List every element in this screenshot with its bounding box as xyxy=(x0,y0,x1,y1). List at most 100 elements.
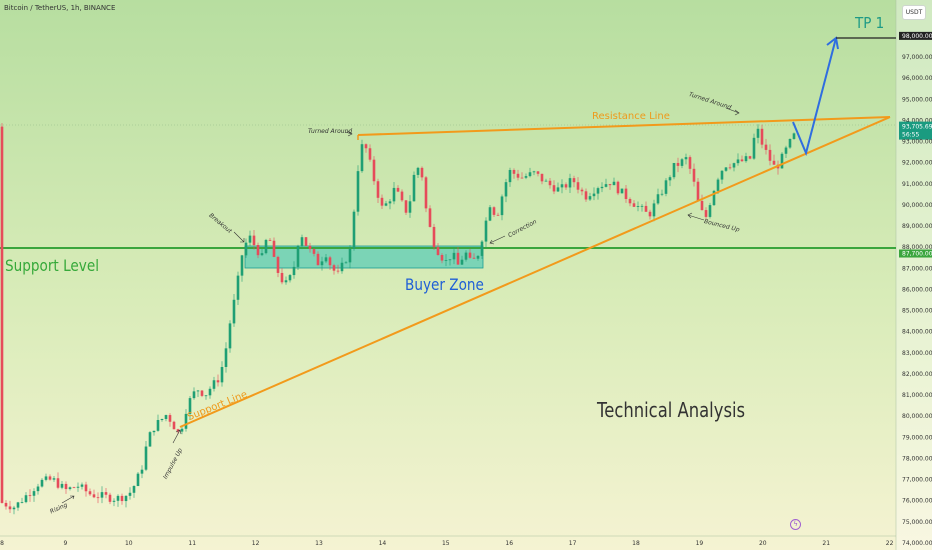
candle xyxy=(220,366,224,383)
candle xyxy=(620,188,624,194)
candle xyxy=(568,178,572,188)
candle xyxy=(560,184,564,188)
lightning-icon[interactable]: ϟ xyxy=(790,519,801,530)
arrow-turned-around-2 xyxy=(725,107,740,116)
candle xyxy=(200,390,204,396)
price-label: 87,700.00 xyxy=(902,251,932,258)
candle xyxy=(500,196,504,216)
candle xyxy=(540,173,544,182)
candle xyxy=(124,495,128,502)
candle xyxy=(720,170,724,180)
price-label: 81,000.00 xyxy=(902,392,932,399)
candle xyxy=(188,398,192,414)
price-label: 89,000.00 xyxy=(902,223,932,230)
candle xyxy=(764,144,768,150)
candle xyxy=(64,483,68,490)
candle xyxy=(632,203,636,207)
candle xyxy=(12,507,16,510)
candle xyxy=(772,160,776,165)
candle xyxy=(288,275,292,281)
candle xyxy=(112,500,116,502)
candle xyxy=(680,159,684,166)
candle xyxy=(612,181,616,186)
candles-group xyxy=(0,123,796,515)
candle xyxy=(76,486,80,488)
candle xyxy=(268,239,272,241)
candle xyxy=(28,495,32,497)
time-label: 16 xyxy=(505,540,513,547)
time-label: 8 xyxy=(0,540,4,547)
candle xyxy=(68,487,72,490)
candle xyxy=(756,128,760,138)
time-label: 12 xyxy=(252,540,260,547)
candle xyxy=(476,255,480,259)
candle xyxy=(344,262,348,264)
candle xyxy=(352,211,356,249)
candle xyxy=(736,159,740,164)
candle xyxy=(404,200,408,213)
candle xyxy=(648,211,652,217)
candle xyxy=(508,169,512,183)
candle xyxy=(308,245,312,250)
price-tag-target xyxy=(899,31,932,40)
candle xyxy=(696,181,700,201)
candle xyxy=(548,180,552,186)
currency-button[interactable]: USDT xyxy=(902,5,926,20)
candle xyxy=(752,137,756,159)
technical-analysis-label: Technical Analysis xyxy=(597,398,746,422)
candle xyxy=(324,257,328,262)
candle xyxy=(204,395,208,397)
candle xyxy=(276,256,280,273)
candle xyxy=(184,413,188,429)
candle xyxy=(492,207,496,215)
candle xyxy=(128,492,132,496)
candle xyxy=(212,380,216,389)
candle xyxy=(428,208,432,227)
price-label: 80,000.00 xyxy=(902,413,932,420)
candle xyxy=(0,126,4,503)
candle xyxy=(600,186,604,189)
candle xyxy=(480,241,484,256)
candle xyxy=(400,191,404,201)
candle xyxy=(724,167,728,171)
candle xyxy=(380,197,384,206)
candle xyxy=(176,429,180,432)
candle xyxy=(468,252,472,258)
candle xyxy=(136,473,140,487)
candle xyxy=(144,446,148,470)
time-axis: 8 9 10 11 12 13 14 15 16 17 18 19 20 21 22 xyxy=(0,540,894,547)
time-label: 17 xyxy=(569,540,577,547)
candle xyxy=(216,380,220,383)
price-label: 92,000.00 xyxy=(902,160,932,167)
candle xyxy=(292,266,296,276)
candle xyxy=(92,494,96,498)
price-label: 88,000.00 xyxy=(902,244,932,251)
candle xyxy=(208,388,212,396)
price-label: 87,000.00 xyxy=(902,265,932,272)
candle xyxy=(760,128,764,145)
candle xyxy=(48,476,52,480)
candle xyxy=(788,138,792,148)
time-label: 13 xyxy=(315,540,323,547)
time-label: 18 xyxy=(632,540,640,547)
arrow-correction xyxy=(489,235,506,245)
candle xyxy=(312,249,316,254)
candle xyxy=(264,239,268,254)
candle xyxy=(100,492,104,498)
candle xyxy=(332,265,336,271)
price-label: 96,000.00 xyxy=(902,75,932,82)
candle xyxy=(4,502,8,507)
time-label: 21 xyxy=(822,540,830,547)
candle xyxy=(172,421,176,430)
candle xyxy=(152,430,156,433)
buyer-zone-label: Buyer Zone xyxy=(405,275,484,294)
candle xyxy=(516,173,520,178)
candle xyxy=(672,162,676,178)
candle xyxy=(108,494,112,502)
candle xyxy=(488,207,492,221)
time-label: 19 xyxy=(696,540,704,547)
candle xyxy=(748,156,752,159)
candle xyxy=(280,272,284,283)
price-axis: 98,000.00 97,000.00 96,000.00 95,000.00 94,0… xyxy=(899,31,932,547)
